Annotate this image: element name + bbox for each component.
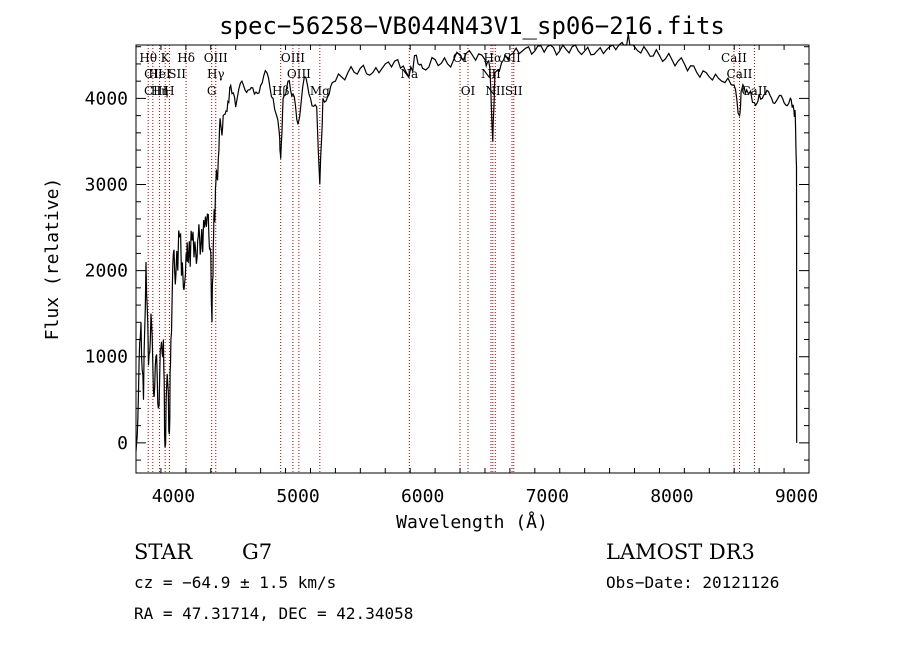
spectral-line-markers — [147, 45, 755, 473]
survey-name: LAMOST DR3 — [606, 540, 755, 564]
spectrum-series — [135, 33, 798, 452]
spectral-line-label-19: Hα — [484, 51, 503, 65]
y-tick-label-3: 3000 — [85, 175, 128, 196]
spectral-line-label-6: H — [164, 84, 174, 98]
object-type: STAR — [134, 540, 193, 564]
y-axis-label: Flux (relative) — [42, 178, 63, 341]
x-tick-label-3: 7000 — [526, 486, 569, 507]
redshift-velocity: cz = −64.9 ± 1.5 km/s — [134, 573, 336, 592]
spectral-line-label-15: Mg — [310, 84, 330, 98]
spectral-line-label-13: OIII — [287, 67, 311, 81]
chart-title: spec−56258−VB044N43V1_sp06−216.fits — [219, 12, 725, 40]
y-tick-label-4: 4000 — [85, 88, 128, 109]
y-axis: 0 1000 2000 3000 4000 — [85, 46, 809, 461]
spectral-line-label-20: SII — [503, 51, 521, 65]
plot-frame — [135, 44, 810, 474]
spectral-line-label-14: Hβ — [272, 84, 289, 98]
spectral-line-label-9: OIII — [204, 51, 228, 65]
y-tick-label-0: 0 — [117, 433, 128, 454]
spectral-line-label-16: Na — [400, 67, 418, 81]
x-tick-label-4: 8000 — [650, 486, 693, 507]
spectral-line-label-3: Hη — [151, 84, 169, 98]
spectral-line-label-17: OI — [453, 51, 468, 65]
x-tick-label-5: 9000 — [775, 486, 818, 507]
x-axis-label: Wavelength (Å) — [396, 511, 548, 533]
spectral-line-label-25: CaII — [727, 67, 753, 81]
spectral-line-label-8: Hδ — [177, 51, 195, 65]
x-tick-label-1: 5000 — [276, 486, 319, 507]
x-tick-label-2: 6000 — [401, 486, 444, 507]
spectral-line-label-26: CaII — [741, 84, 767, 98]
spectral-line-label-1: CII — [144, 67, 163, 81]
spectral-line-label-21: NII — [481, 67, 501, 81]
spectral-line-label-4: HeI — [148, 67, 171, 81]
observation-date: Obs−Date: 20121126 — [606, 573, 779, 592]
spectral-line-label-12: OIII — [281, 51, 305, 65]
spectral-line-label-11: G — [207, 84, 217, 98]
spectral-line-label-5: K — [161, 51, 171, 65]
x-tick-label-0: 4000 — [152, 486, 195, 507]
spectral-subclass: G7 — [242, 540, 272, 564]
spectral-line-label-23: SII — [505, 84, 523, 98]
spectral-line-label-24: CaII — [721, 51, 747, 65]
spectral-line-label-0: Hθ — [139, 51, 157, 65]
spectral-line-label-10: Hγ — [207, 67, 225, 81]
spectral-line-label-22: NII — [485, 84, 505, 98]
y-tick-label-1: 1000 — [85, 347, 128, 368]
spectral-line-label-18: OI — [461, 84, 476, 98]
spectral-line-label-2: CIII — [144, 84, 168, 98]
y-tick-label-2: 2000 — [85, 261, 128, 282]
spectral-line-label-7: SII — [168, 67, 186, 81]
coordinates: RA = 47.31714, DEC = 42.34058 — [134, 604, 413, 623]
x-axis: 4000 5000 6000 7000 8000 9000 — [135, 45, 818, 507]
spectrum-line-0 — [135, 33, 798, 452]
